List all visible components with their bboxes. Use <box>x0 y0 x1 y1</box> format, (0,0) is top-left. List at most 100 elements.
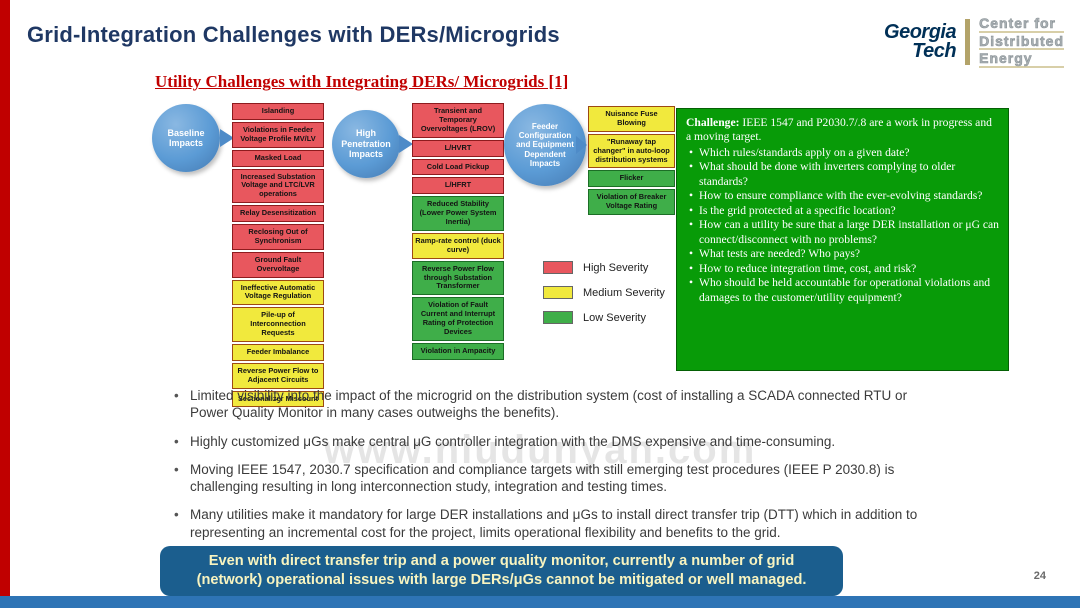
legend-swatch <box>543 286 573 299</box>
logo-unit-line: Distributed <box>979 32 1064 51</box>
impact-label: Violation of Breaker Voltage Rating <box>596 192 667 211</box>
impact-label: Relay Desensitization <box>240 208 316 218</box>
impact-label: Ramp-rate control (duck curve) <box>415 235 501 254</box>
challenge-bullet: Who should be held accountable for opera… <box>686 276 999 305</box>
impact-box: Violation of Breaker Voltage Rating <box>588 189 675 215</box>
challenge-label: Challenge: <box>686 116 740 129</box>
challenge-lead-text: IEEE 1547 and P2030.7/.8 are a work in p… <box>686 116 992 144</box>
challenge-bullet: How can a utility be sure that a large D… <box>686 218 999 247</box>
impact-box: Reverse Power Flow through Substation Tr… <box>412 260 504 296</box>
impact-label: Masked Load <box>254 152 302 162</box>
legend-row: Low Severity <box>543 311 665 324</box>
impact-box: Ineffective Automatic Voltage Regulation <box>232 279 324 306</box>
legend-row: High Severity <box>543 261 665 274</box>
legend-swatch <box>543 311 573 324</box>
high-penetration-impacts-column: Transient and Temporary Overvoltages (LR… <box>412 103 504 360</box>
impact-label: Pile-up of Interconnection Requests <box>250 310 306 337</box>
impact-box: "Runaway tap changer" in auto-loop distr… <box>588 133 675 169</box>
impact-label: L/HVRT <box>444 142 472 152</box>
impact-box: Ground Fault Overvoltage <box>232 251 324 278</box>
arrow-icon <box>220 129 234 147</box>
impact-label: Cold Load Pickup <box>426 161 490 171</box>
bottom-accent-bar <box>0 596 1080 608</box>
center-distributed-energy-wordmark: Center for Distributed Energy <box>979 15 1064 69</box>
impact-label: L/HFRT <box>444 180 472 190</box>
logo-gold-bar <box>965 19 971 66</box>
page-title: Grid-Integration Challenges with DERs/Mi… <box>27 22 560 47</box>
georgia-tech-logo: Georgia Tech Center for Distributed Ener… <box>884 15 1064 69</box>
notes-list: Limited visibility into the impact of th… <box>168 387 930 552</box>
page-number: 24 <box>1033 570 1046 582</box>
impact-box: L/HVRT <box>412 139 504 157</box>
logo-georgia: Georgia <box>884 21 957 44</box>
challenge-bullet: Is the grid protected at a specific loca… <box>686 204 999 219</box>
legend-label: Medium Severity <box>583 286 665 299</box>
impact-box: Feeder Imbalance <box>232 343 324 361</box>
circle-baseline-impacts: Baseline Impacts <box>152 104 220 172</box>
note-bullet: Highly customized μGs make central μG co… <box>168 433 930 451</box>
challenge-bullet: How to ensure compliance with the ever-e… <box>686 189 999 204</box>
arrow-icon <box>399 135 413 153</box>
impact-label: Reclosing Out of Synchronism <box>248 227 308 245</box>
impact-box: Reduced Stability (Lower Power System In… <box>412 196 504 231</box>
challenge-bullet: How to reduce integration time, cost, an… <box>686 262 999 277</box>
impact-box: Violation in Ampacity <box>412 342 504 360</box>
legend-row: Medium Severity <box>543 286 665 299</box>
logo-unit-line: Energy <box>979 51 1064 69</box>
circle-high-penetration-label: High Penetration Impacts <box>341 128 391 160</box>
feeder-configuration-impacts-column: Nuisance Fuse Blowing "Runaway tap chang… <box>588 106 675 215</box>
legend-swatch <box>543 261 573 274</box>
challenge-lead: Challenge: IEEE 1547 and P2030.7/.8 are … <box>686 116 999 145</box>
impact-label: Feeder Imbalance <box>246 346 310 356</box>
arrow-icon <box>576 136 587 154</box>
circle-high-penetration-impacts: High Penetration Impacts <box>332 110 400 178</box>
impact-box: Reclosing Out of Synchronism <box>232 224 324 250</box>
impact-box: Violation of Fault Current and Interrupt… <box>412 297 504 341</box>
challenge-bullet: Which rules/standards apply on a given d… <box>686 146 999 161</box>
severity-legend: High Severity Medium Severity Low Severi… <box>543 261 665 336</box>
impact-box: L/HFRT <box>412 177 504 195</box>
impact-label: Reverse Power Flow to Adjacent Circuits <box>237 365 319 384</box>
challenge-box: Challenge: IEEE 1547 and P2030.7/.8 are … <box>676 108 1009 371</box>
impact-box: Transient and Temporary Overvoltages (LR… <box>412 103 504 138</box>
conclusion-text: Even with direct transfer trip and a pow… <box>196 553 807 588</box>
impact-box: Masked Load <box>232 149 324 167</box>
impact-label: Reduced Stability (Lower Power System In… <box>419 199 497 226</box>
baseline-impacts-column: Islanding Violations in Feeder Voltage P… <box>232 103 324 408</box>
impact-label: Transient and Temporary Overvoltages (LR… <box>420 106 496 133</box>
circle-feeder-configuration-impacts: Feeder Configuration and Equipment Depen… <box>504 104 586 186</box>
logo-tech: Tech <box>912 40 957 63</box>
impact-label: Violation of Fault Current and Interrupt… <box>420 300 496 336</box>
impact-label: Violation in Ampacity <box>420 345 496 355</box>
impact-box: Reverse Power Flow to Adjacent Circuits <box>232 362 324 389</box>
impact-label: Flicker <box>619 173 644 183</box>
impact-label: "Runaway tap changer" in auto-loop distr… <box>593 136 670 164</box>
circle-feeder-configuration-label: Feeder Configuration and Equipment Depen… <box>516 122 574 168</box>
circle-baseline-impacts-label: Baseline Impacts <box>167 127 205 148</box>
challenge-bullet-list: Which rules/standards apply on a given d… <box>686 146 999 305</box>
impact-box: Nuisance Fuse Blowing <box>588 106 675 132</box>
left-accent-bar <box>0 0 10 596</box>
impact-box: Violations in Feeder Voltage Profile MV/… <box>232 121 324 148</box>
challenge-bullet: What should be done with inverters compl… <box>686 160 999 189</box>
impact-label: Ineffective Automatic Voltage Regulation <box>240 282 316 301</box>
impact-label: Nuisance Fuse Blowing <box>605 109 658 127</box>
conclusion-banner: Even with direct transfer trip and a pow… <box>160 546 843 596</box>
impact-box: Pile-up of Interconnection Requests <box>232 307 324 342</box>
impact-label: Violations in Feeder Voltage Profile MV/… <box>240 124 316 143</box>
impact-box: Increased Substation Voltage and LTC/LVR… <box>232 168 324 204</box>
note-bullet: Limited visibility into the impact of th… <box>168 387 930 422</box>
impact-label: Reverse Power Flow through Substation Tr… <box>422 263 494 291</box>
impact-box: Flicker <box>588 170 675 188</box>
impact-label: Islanding <box>261 106 295 115</box>
legend-label: Low Severity <box>583 311 646 324</box>
impact-label: Increased Substation Voltage and LTC/LVR… <box>240 171 316 199</box>
legend-label: High Severity <box>583 261 649 274</box>
impact-box: Cold Load Pickup <box>412 158 504 176</box>
impact-box: Relay Desensitization <box>232 205 324 222</box>
logo-unit-line: Center for <box>979 15 1064 33</box>
note-bullet: Many utilities make it mandatory for lar… <box>168 506 930 541</box>
impact-box: Islanding <box>232 103 324 120</box>
